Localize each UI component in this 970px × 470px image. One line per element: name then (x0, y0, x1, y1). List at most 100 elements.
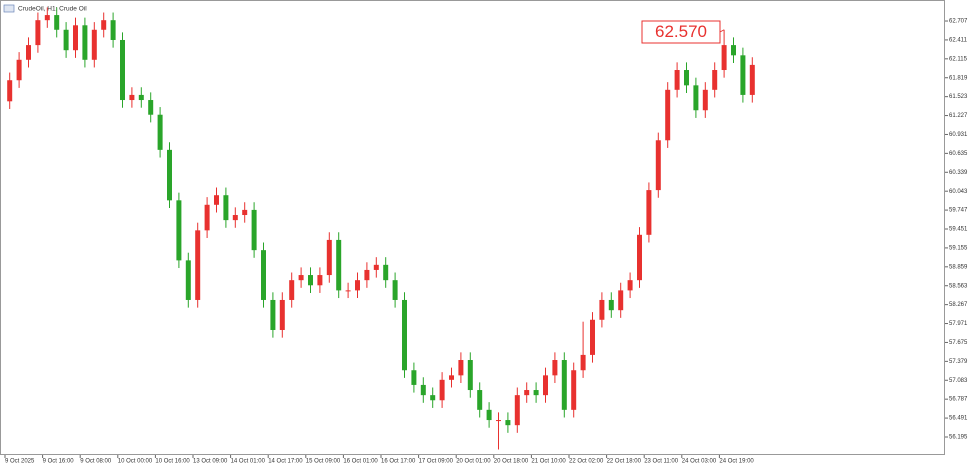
candle-body (16, 59, 22, 81)
candle-body (430, 395, 436, 401)
candle-body (496, 420, 501, 422)
candle-body (110, 20, 116, 40)
chart-title: CrudeOil, H1: Crude Oil (18, 6, 87, 13)
candle-body (608, 299, 614, 311)
candle-body (101, 20, 107, 30)
x-tick-label: 22 Oct 02:00 (569, 459, 604, 465)
candle-body (749, 64, 755, 95)
candle-body (214, 195, 219, 205)
candle-body (533, 390, 539, 396)
candle-body (665, 89, 671, 141)
candle-body (289, 280, 295, 300)
candle-body (477, 390, 483, 410)
candle-body (411, 370, 417, 385)
candle-body (524, 390, 530, 396)
candle-body (129, 94, 135, 101)
y-tick-label: 60.339 (949, 170, 968, 176)
candle-body (148, 100, 154, 115)
y-tick-label: 60.043 (949, 189, 968, 195)
x-tick-label: 21 Oct 10:00 (531, 459, 566, 465)
candle-body (599, 299, 605, 320)
x-tick-label: 9 Oct 08:00 (80, 459, 112, 465)
y-tick-label: 61.227 (949, 113, 968, 119)
candle-body (486, 409, 492, 421)
candle-body (543, 375, 548, 396)
candle-body (420, 384, 426, 396)
y-tick-label: 59.451 (949, 227, 968, 233)
candle-body (580, 354, 586, 371)
y-tick-label: 59.747 (949, 208, 968, 214)
y-tick-label: 62.707 (949, 19, 968, 25)
x-tick-label: 23 Oct 11:00 (644, 459, 679, 465)
y-tick-label: 56.787 (949, 397, 968, 403)
annotation-label: 62.570 (655, 22, 707, 41)
x-tick-label: 17 Oct 09:00 (419, 459, 454, 465)
y-tick-label: 61.819 (949, 75, 968, 81)
candle-body (467, 360, 473, 391)
candle-body (637, 234, 642, 281)
candle-body (373, 264, 379, 270)
candle-body (345, 290, 351, 292)
candle-body (26, 45, 31, 60)
candle-body (721, 45, 727, 71)
x-tick-label: 24 Oct 03:00 (682, 459, 717, 465)
y-tick-label: 62.115 (949, 56, 968, 62)
candle-body (195, 230, 201, 300)
x-tick-label: 13 Oct 09:00 (193, 459, 228, 465)
candle-body (740, 55, 746, 95)
y-tick-label: 59.155 (949, 245, 968, 251)
candle-body (655, 140, 661, 191)
y-tick-label: 58.859 (949, 264, 968, 270)
candle-body (120, 39, 125, 101)
candle-body (336, 239, 342, 291)
y-tick-label: 57.379 (949, 359, 968, 365)
x-tick-label: 20 Oct 01:00 (456, 459, 491, 465)
candle-body (73, 25, 78, 51)
candle-body (261, 250, 266, 300)
y-tick-label: 57.675 (949, 340, 968, 346)
candle-body (308, 275, 313, 286)
x-tick-label: 24 Oct 19:00 (719, 459, 754, 465)
x-tick-label: 10 Oct 16:00 (155, 459, 190, 465)
candle-body (242, 209, 248, 216)
candle-body (44, 15, 50, 21)
candle-body (571, 370, 577, 410)
candle-body (627, 280, 633, 291)
candle-body (326, 239, 332, 276)
annotation-line (719, 29, 725, 33)
candle-body (185, 260, 191, 300)
y-tick-label: 60.931 (949, 132, 968, 138)
annotation-box (641, 20, 721, 44)
y-tick-label: 58.267 (949, 302, 968, 308)
candle-body (35, 20, 41, 46)
candle-body (731, 45, 736, 56)
candle-body (552, 360, 558, 376)
y-tick-label: 57.971 (949, 321, 968, 327)
candle-body (505, 420, 511, 426)
candle-body (439, 379, 445, 401)
candle-body (251, 209, 257, 251)
candle-body (712, 70, 718, 90)
x-tick-label: 9 Oct 2025 (5, 459, 35, 465)
candle-body (298, 275, 304, 281)
candle-body (514, 395, 520, 426)
candle-body (317, 275, 323, 286)
candle-body (82, 25, 88, 60)
candle-body (402, 299, 407, 371)
y-tick-label: 61.523 (949, 94, 968, 100)
x-tick-label: 22 Oct 18:00 (607, 459, 642, 465)
candle-body (392, 280, 398, 300)
candle-body (91, 29, 97, 60)
chart-icon (3, 4, 15, 13)
candle-body (561, 360, 567, 410)
candle-body (176, 200, 182, 261)
x-tick-label: 10 Oct 00:00 (118, 459, 153, 465)
candle-body (449, 375, 454, 380)
candle-body (364, 269, 370, 281)
x-tick-label: 15 Oct 09:00 (306, 459, 341, 465)
y-tick-label: 56.491 (949, 416, 968, 422)
candle-body (54, 15, 60, 30)
candle-body (684, 70, 689, 86)
candle-body (646, 190, 652, 235)
